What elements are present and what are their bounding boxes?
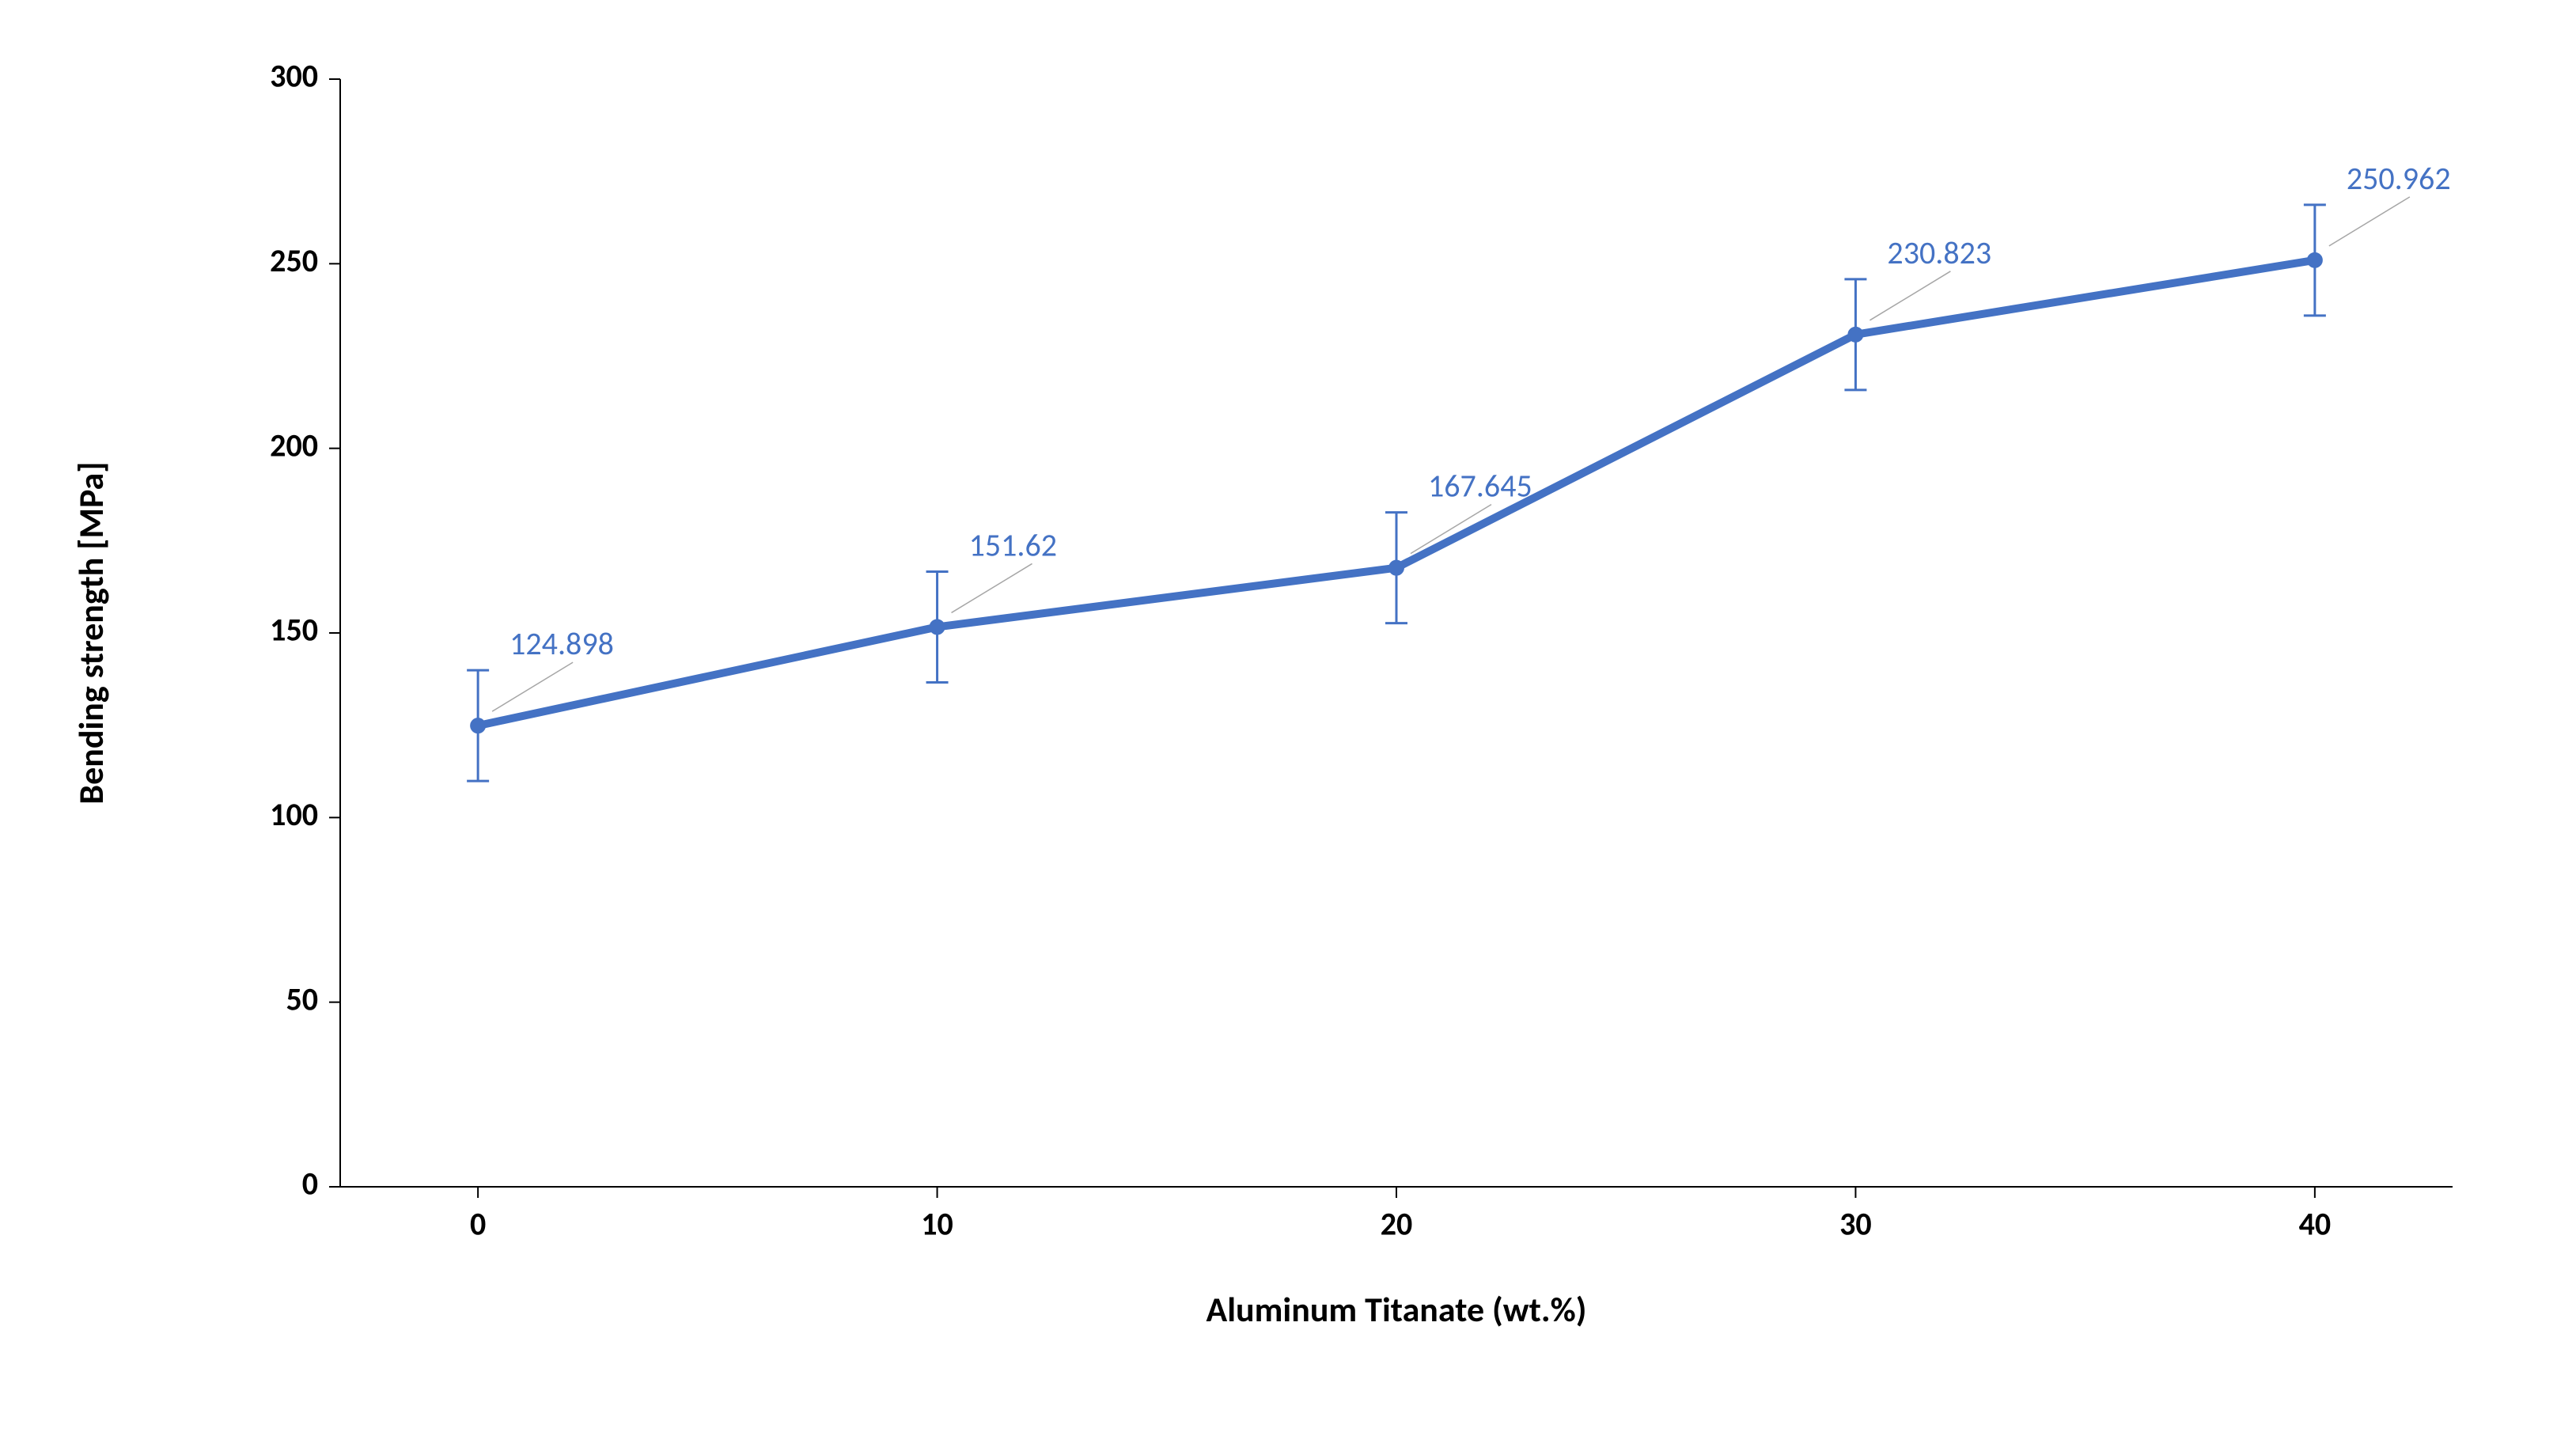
x-tick-label: 0 [470,1204,486,1243]
x-tick-label: 20 [1381,1204,1413,1243]
y-tick-label: 200 [270,426,318,464]
data-marker [2308,253,2322,267]
data-label: 151.62 [969,525,1057,564]
data-marker [471,718,485,733]
plot-background [0,32,2576,1423]
data-label: 230.823 [1887,233,1991,272]
data-label: 250.962 [2347,159,2451,198]
y-tick-label: 100 [270,795,318,834]
data-marker [1848,328,1862,342]
data-label: 124.898 [510,624,614,663]
y-tick-label: 0 [302,1165,318,1203]
bending-strength-line-chart: 0 50 100 150 200 250 300 0 10 20 30 40 Bending stren… [0,32,2576,1423]
x-tick-label: 40 [2299,1204,2332,1243]
chart-container: 0 50 100 150 200 250 300 0 10 20 30 40 Bending stren… [0,32,2576,1423]
x-tick-label: 10 [921,1204,953,1243]
x-tick-label: 30 [1839,1204,1872,1243]
y-tick-label: 50 [286,979,318,1018]
data-label: 167.645 [1428,467,1532,506]
data-marker [930,620,945,634]
y-tick-label: 250 [270,241,318,280]
y-axis-title: Bending strength [MPa] [70,461,112,804]
x-axis-title: Aluminum Titanate (wt.%) [1207,1288,1587,1331]
y-tick-label: 300 [270,57,318,96]
y-tick-label: 150 [270,611,318,650]
data-marker [1389,561,1404,575]
